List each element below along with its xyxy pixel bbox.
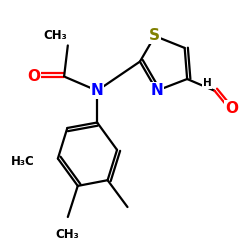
Text: H: H [203,78,211,88]
Text: N: N [91,83,104,98]
Text: H₃C: H₃C [11,154,34,168]
Text: N: N [150,83,163,98]
Text: S: S [149,28,160,44]
Text: CH₃: CH₃ [43,28,67,42]
Text: O: O [27,69,40,84]
Text: CH₃: CH₃ [56,228,79,241]
Text: O: O [225,101,238,116]
